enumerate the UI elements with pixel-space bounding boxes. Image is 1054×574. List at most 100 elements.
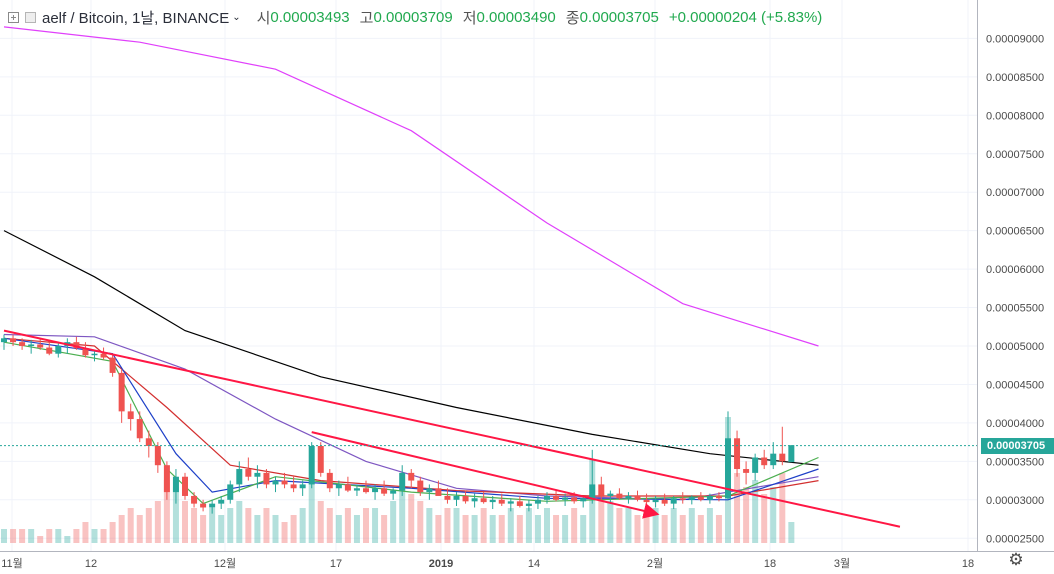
time-axis[interactable]: 11월 12 12월 17 2019 14 2월 18 3월 18 xyxy=(1,557,974,570)
volume-bar xyxy=(743,487,750,543)
volume-bar xyxy=(525,508,532,543)
chevron-down-icon[interactable]: ⌄ xyxy=(232,11,241,23)
candle-body xyxy=(1,338,7,343)
x-tick-label: 14 xyxy=(528,558,540,570)
candle-body xyxy=(408,472,415,481)
candle-body xyxy=(634,495,641,500)
symbol-icon xyxy=(25,11,36,23)
candle-body xyxy=(562,497,569,500)
close-label: 종 xyxy=(565,9,580,27)
x-tick-label: 12월 xyxy=(214,557,236,570)
volume-bar xyxy=(426,508,433,543)
gear-icon[interactable]: ⚙ xyxy=(1008,550,1024,569)
high-label: 고 xyxy=(359,9,374,27)
volume-bar xyxy=(37,536,44,543)
candle-body xyxy=(254,472,261,477)
volume-bar xyxy=(326,508,333,543)
candle-body xyxy=(697,496,704,500)
candle-body xyxy=(91,353,98,356)
y-tick-label: 0.00003000 xyxy=(986,495,1044,507)
volume-bar xyxy=(363,508,369,543)
candle-body xyxy=(245,469,252,477)
volume-bars xyxy=(1,417,795,543)
volume-bar xyxy=(28,529,35,543)
volume-bar xyxy=(498,515,505,543)
candle-body xyxy=(435,488,442,496)
candle-body xyxy=(544,495,550,500)
volume-bar xyxy=(64,536,71,543)
candle-body xyxy=(444,495,451,500)
volume-bar xyxy=(19,529,26,543)
candle-body xyxy=(317,445,324,473)
volume-bar xyxy=(607,501,614,543)
candle-body xyxy=(344,484,351,491)
candle-body xyxy=(118,372,125,412)
x-tick-label: 2019 xyxy=(429,558,453,570)
volume-bar xyxy=(661,515,668,543)
candle-body xyxy=(715,495,722,499)
volume-bar xyxy=(136,515,143,543)
candle-body xyxy=(272,480,279,485)
volume-bar xyxy=(399,487,406,543)
candle-body xyxy=(136,419,143,439)
candle-body xyxy=(525,503,532,506)
candle-body xyxy=(281,480,288,485)
candle-body xyxy=(480,498,487,503)
candle-body xyxy=(706,495,713,500)
moving-average-line xyxy=(3,230,819,466)
volume-bar xyxy=(209,508,216,543)
volume-bar xyxy=(625,508,632,543)
open-value: 0.00003493 xyxy=(270,8,350,26)
candle-body xyxy=(580,498,587,502)
volume-bar xyxy=(100,529,107,543)
x-tick-label: 2월 xyxy=(647,557,663,570)
trendline[interactable] xyxy=(3,329,901,528)
y-tick-label: 0.00003500 xyxy=(986,456,1044,468)
candle-body xyxy=(462,495,469,502)
volume-bar xyxy=(299,508,306,543)
candle-body xyxy=(82,348,89,356)
volume-bar xyxy=(218,515,225,543)
x-tick-label: 17 xyxy=(330,558,342,570)
volume-bar xyxy=(109,522,116,543)
price-axis[interactable]: 0.00009000 0.00008500 0.00008000 0.00007500… xyxy=(986,33,1044,545)
candle-body xyxy=(154,445,161,466)
volume-bar xyxy=(643,515,650,543)
y-tick-label: 0.00006500 xyxy=(986,226,1044,238)
volume-bar xyxy=(182,501,188,543)
chart-header: aelf / Bitcoin, 1날, BINANCE ⌄ 시 0.0000349… xyxy=(0,0,975,34)
volume-bar xyxy=(435,515,442,543)
candle-body xyxy=(299,484,306,489)
volume-bar xyxy=(471,515,478,543)
plus-square-icon[interactable] xyxy=(8,11,19,23)
x-tick-label: 18 xyxy=(764,558,776,570)
volume-bar xyxy=(616,508,623,543)
candle-body xyxy=(571,497,578,502)
candle-body xyxy=(19,342,26,346)
low-label: 저 xyxy=(462,9,477,27)
candle-body xyxy=(263,472,270,485)
volume-bar xyxy=(553,515,560,543)
volume-bar xyxy=(317,501,324,543)
x-tick-label: 18 xyxy=(962,558,974,570)
volume-bar xyxy=(652,508,659,543)
volume-bar xyxy=(91,529,98,543)
volume-bar xyxy=(761,494,768,543)
symbol-title[interactable]: aelf / Bitcoin, 1날, BINANCE xyxy=(42,9,230,27)
volume-bar xyxy=(408,494,415,543)
candle-body xyxy=(209,503,216,508)
volume-bar xyxy=(453,508,460,543)
candle-body xyxy=(46,347,53,354)
candle-body xyxy=(236,469,243,485)
candle-body xyxy=(471,498,478,502)
candle-body xyxy=(770,453,777,466)
candle-body xyxy=(37,344,44,348)
candle-body xyxy=(616,493,623,499)
volume-bar xyxy=(335,515,342,543)
volume-bar xyxy=(236,501,243,543)
volume-bar xyxy=(697,515,704,543)
candle-body xyxy=(734,438,741,470)
candle-body xyxy=(625,495,632,499)
y-tick-label: 0.00007000 xyxy=(986,187,1044,199)
